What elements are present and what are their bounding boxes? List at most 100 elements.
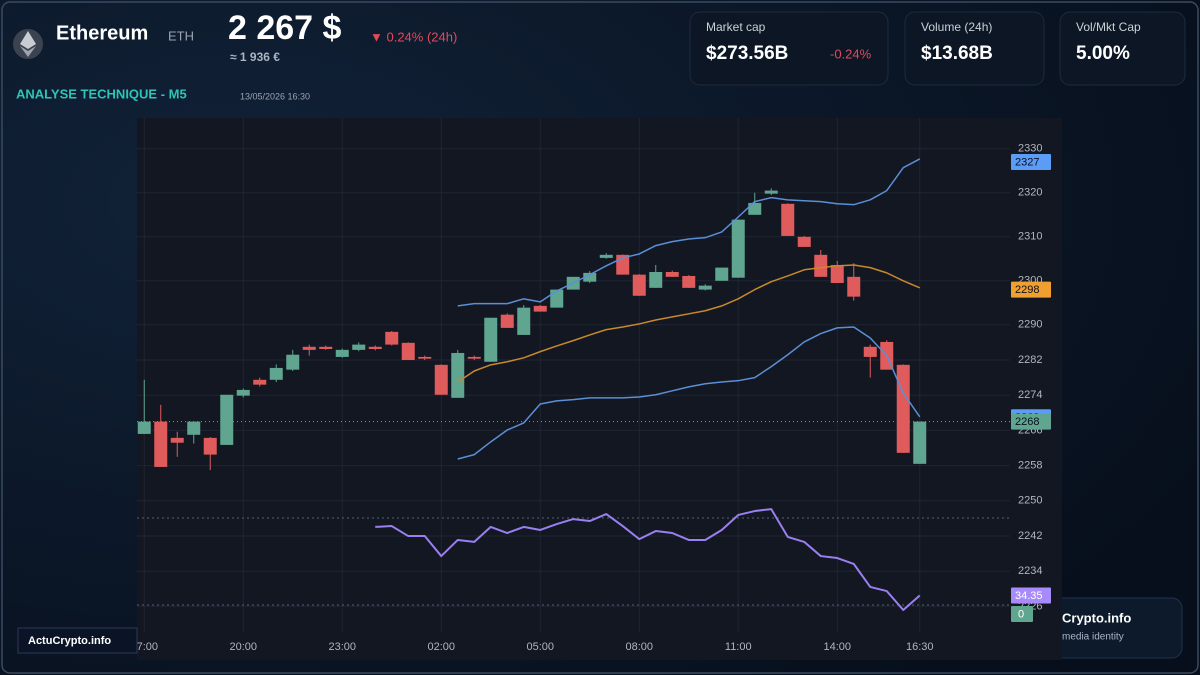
candle-body xyxy=(550,289,564,308)
asset-price: 2 267 $ xyxy=(228,9,342,47)
card-label: Vol/Mkt Cap xyxy=(1076,20,1141,34)
candle-body xyxy=(599,254,613,258)
candle-body xyxy=(484,317,498,362)
indicator-line xyxy=(457,326,921,460)
candle-body xyxy=(434,364,448,395)
candle-body xyxy=(385,331,399,345)
candle-body xyxy=(863,346,877,357)
candle-body xyxy=(682,275,696,288)
y-tick-label: 2282 xyxy=(1018,354,1042,366)
indicator-line xyxy=(457,264,921,383)
candle-body xyxy=(368,346,382,349)
chart-panel xyxy=(137,118,1062,660)
candle-body xyxy=(913,421,927,464)
price-tag xyxy=(1011,413,1051,430)
candle-body xyxy=(220,394,234,445)
candle-body xyxy=(814,254,828,277)
y-tick-label: 2250 xyxy=(1018,495,1042,507)
price-tag xyxy=(1011,154,1051,170)
candle-body xyxy=(319,346,333,349)
price-tag-label: 34.35 xyxy=(1015,590,1043,602)
candle-body xyxy=(451,352,465,398)
eth-logo xyxy=(13,29,43,59)
volume-tag-label: 0 xyxy=(1018,608,1024,620)
candle-body xyxy=(583,272,597,282)
watermark-text: ActuCrypto.info xyxy=(28,635,111,647)
asset-name: Ethereum xyxy=(56,22,148,44)
y-tick-label: 2320 xyxy=(1018,187,1042,199)
card: Volume (24h) $13.68B xyxy=(904,11,1045,86)
candle-body xyxy=(401,342,415,360)
x-tick-label: 20:00 xyxy=(229,641,257,653)
candle-body xyxy=(137,421,151,434)
indicator-line xyxy=(457,158,921,307)
candle-body xyxy=(847,276,861,297)
asset-symbol: ETH xyxy=(168,28,194,43)
x-tick-label: 11:00 xyxy=(725,641,752,653)
brand-subtitle: media identity xyxy=(1062,632,1124,643)
brand-box: Crypto.info media identity xyxy=(1029,597,1183,659)
candle-body xyxy=(896,364,910,453)
candle-body xyxy=(632,274,646,296)
candle-body xyxy=(517,307,531,335)
card: Market cap $273.56B -0.24% xyxy=(689,11,889,86)
card: Vol/Mkt Cap 5.00% xyxy=(1059,11,1186,86)
price-tag xyxy=(1011,281,1051,298)
candle-body xyxy=(203,437,217,455)
candle-body xyxy=(649,272,663,288)
candle-body xyxy=(467,356,481,359)
y-tick-label: 2274 xyxy=(1018,389,1042,401)
brand-title: Crypto.info xyxy=(1062,610,1131,625)
y-tick-label: 2310 xyxy=(1018,231,1042,243)
candle-body xyxy=(335,349,349,357)
candle-body xyxy=(269,367,283,380)
candle-body xyxy=(665,272,679,277)
candle-body xyxy=(781,203,795,236)
candle-body xyxy=(187,421,201,435)
candle-body xyxy=(352,344,366,350)
candle-body xyxy=(418,356,432,359)
price-eur: ≈ 1 936 € xyxy=(230,50,280,64)
y-tick-label: 2258 xyxy=(1018,460,1042,472)
price-tag xyxy=(1011,587,1051,604)
plot: 2330232023102300229022822274226622582250… xyxy=(130,118,1051,653)
candle-body xyxy=(830,264,844,283)
price-change: ▼ 0.24% (24h) xyxy=(370,29,457,44)
card-label: Volume (24h) xyxy=(921,20,992,34)
candle-body xyxy=(797,236,811,247)
card-label: Market cap xyxy=(706,20,766,34)
candle-body xyxy=(748,202,762,215)
candle-body xyxy=(533,305,547,312)
x-tick-label: 05:00 xyxy=(526,641,554,653)
x-tick-label: 02:00 xyxy=(427,641,455,653)
candle-body xyxy=(286,354,300,370)
indicator-line xyxy=(375,508,921,611)
price-tag-label: 2268 xyxy=(1015,416,1039,428)
y-tick-label: 2330 xyxy=(1018,143,1042,155)
candle-body xyxy=(715,267,729,281)
candle-body xyxy=(302,346,316,350)
card-value: $273.56B xyxy=(706,43,788,64)
chart-subtitle: 13/05/2026 16:30 xyxy=(240,91,310,101)
card-change: -0.24% xyxy=(830,46,872,61)
candle-body xyxy=(154,421,168,467)
price-tag-label: 2298 xyxy=(1015,284,1039,296)
x-tick-label: 23:00 xyxy=(328,641,356,653)
watermark: ActuCrypto.info xyxy=(17,627,138,654)
candle-body xyxy=(236,389,250,396)
candle-body xyxy=(698,285,712,290)
candle-body xyxy=(764,190,778,194)
volume-tag xyxy=(1011,606,1033,622)
candle-body xyxy=(731,219,745,278)
candle-body xyxy=(170,437,184,443)
y-tick-label: 2290 xyxy=(1018,319,1042,331)
x-tick-label: 08:00 xyxy=(625,641,653,653)
x-tick-label: 14:00 xyxy=(823,641,851,653)
candle-body xyxy=(253,379,267,385)
candle-body xyxy=(500,314,514,328)
price-tag-label: 2327 xyxy=(1015,156,1039,168)
chart-title: ANALYSE TECHNIQUE - M5 xyxy=(16,86,187,101)
y-tick-label: 2234 xyxy=(1018,565,1042,577)
